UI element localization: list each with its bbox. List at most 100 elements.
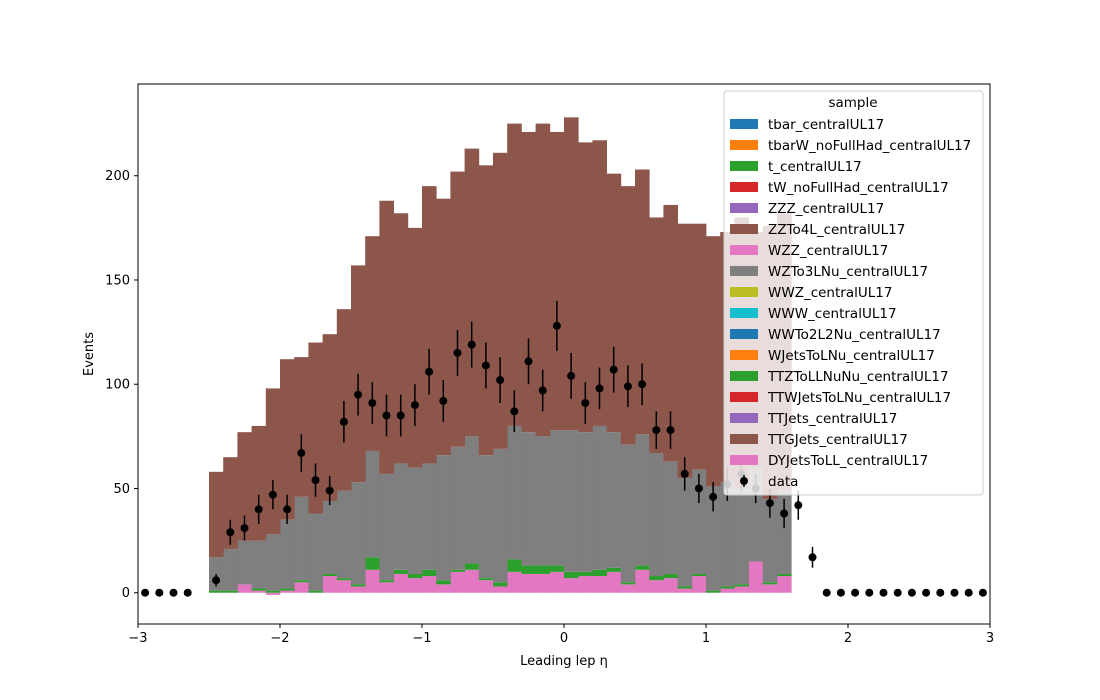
legend-swatch bbox=[730, 119, 758, 129]
data-point bbox=[297, 449, 306, 458]
legend-box bbox=[723, 90, 984, 496]
bar-segment bbox=[251, 540, 267, 589]
bar-segment bbox=[280, 588, 295, 591]
legend-swatch bbox=[730, 224, 758, 234]
bar-segment bbox=[706, 486, 721, 591]
data-point bbox=[922, 588, 931, 597]
bar-segment bbox=[677, 223, 693, 479]
data-point bbox=[893, 588, 902, 597]
bar-segment bbox=[422, 569, 437, 577]
bar-segment bbox=[365, 236, 380, 451]
data-point bbox=[964, 588, 973, 597]
bar-segment bbox=[691, 576, 707, 593]
bar-segment bbox=[507, 571, 522, 593]
bar-segment bbox=[535, 436, 551, 566]
bar-segment bbox=[265, 592, 281, 595]
bar-segment bbox=[294, 496, 309, 581]
bar-segment bbox=[592, 140, 607, 426]
legend-label: TTGJets_centralUL17 bbox=[767, 432, 908, 448]
bar-segment bbox=[606, 567, 622, 572]
bar-segment bbox=[336, 490, 352, 579]
bar-segment bbox=[734, 584, 749, 587]
bar-segment bbox=[620, 582, 636, 585]
data-point bbox=[467, 340, 476, 349]
data-point bbox=[538, 386, 547, 395]
bar-segment bbox=[365, 569, 380, 593]
bar-segment bbox=[294, 357, 309, 497]
bar-segment bbox=[422, 576, 437, 593]
bar-segment bbox=[422, 463, 437, 570]
legend-label: ZZTo4L_centralUL17 bbox=[768, 222, 905, 238]
legend-label: TTZToLLNuNu_centralUL17 bbox=[767, 369, 949, 385]
legend-swatch bbox=[730, 434, 758, 444]
data-point bbox=[283, 505, 292, 514]
data-point bbox=[638, 380, 647, 389]
x-tick-label: 2 bbox=[844, 631, 852, 646]
bar-segment bbox=[578, 432, 593, 572]
legend-label: TTWJetsToLNu_centralUL17 bbox=[767, 390, 951, 406]
data-point bbox=[978, 588, 987, 597]
data-point bbox=[652, 426, 661, 435]
bar-segment bbox=[393, 213, 409, 464]
bar-segment bbox=[677, 478, 693, 587]
bar-segment bbox=[549, 565, 565, 572]
data-point bbox=[581, 398, 590, 407]
bar-segment bbox=[521, 131, 536, 433]
bar-segment bbox=[691, 223, 707, 470]
bar-segment bbox=[478, 455, 494, 579]
bar-segment bbox=[493, 586, 508, 593]
bar-segment bbox=[294, 582, 309, 593]
data-point bbox=[339, 417, 348, 426]
legend-label: ZZZ_centralUL17 bbox=[768, 201, 884, 217]
x-tick-label: 3 bbox=[986, 631, 994, 646]
bar-segment bbox=[478, 578, 494, 581]
bar-segment bbox=[450, 569, 465, 572]
bar-segment bbox=[322, 500, 338, 574]
bar-segment bbox=[237, 584, 252, 593]
data-point bbox=[666, 426, 675, 435]
data-point bbox=[354, 390, 363, 399]
bar-segment bbox=[649, 217, 664, 454]
bar-segment bbox=[308, 590, 323, 593]
bar-segment bbox=[777, 576, 792, 593]
bar-segment bbox=[706, 590, 721, 593]
bar-segment bbox=[507, 559, 522, 572]
bar-segment bbox=[663, 461, 678, 574]
bar-segment bbox=[734, 586, 749, 593]
legend-swatch bbox=[730, 371, 758, 381]
legend-label: DYJetsToLL_centralUL17 bbox=[768, 453, 928, 469]
x-axis-label: Leading lep η bbox=[520, 654, 608, 669]
bar-segment bbox=[762, 584, 778, 593]
legend-swatch bbox=[730, 245, 758, 255]
bar-segment bbox=[336, 580, 352, 593]
bar-segment bbox=[265, 388, 281, 535]
legend-label: WWZ_centralUL17 bbox=[768, 285, 892, 301]
legend-label: tW_noFullHad_centralUL17 bbox=[768, 180, 949, 196]
legend-swatch bbox=[730, 203, 758, 213]
legend-marker bbox=[740, 477, 748, 485]
bar-segment bbox=[265, 534, 281, 591]
bar-segment bbox=[564, 578, 579, 593]
y-tick-label: 100 bbox=[105, 378, 130, 393]
bar-segment bbox=[365, 557, 380, 570]
x-tick-label: −3 bbox=[128, 631, 147, 646]
bar-segment bbox=[663, 204, 678, 462]
data-point bbox=[822, 588, 831, 597]
data-point bbox=[254, 505, 263, 514]
data-point bbox=[851, 588, 860, 597]
bar-segment bbox=[237, 540, 252, 585]
data-point bbox=[382, 411, 391, 420]
legend-swatch bbox=[730, 266, 758, 276]
data-point bbox=[453, 348, 462, 357]
bar-segment bbox=[535, 565, 551, 574]
bar-segment bbox=[720, 482, 735, 587]
bar-segment bbox=[564, 430, 579, 572]
x-tick-label: 0 bbox=[560, 631, 568, 646]
bar-segment bbox=[265, 590, 281, 593]
bar-segment bbox=[336, 578, 352, 581]
data-point bbox=[226, 528, 235, 537]
bar-segment bbox=[478, 580, 494, 593]
legend-label: WZZ_centralUL17 bbox=[768, 243, 888, 259]
legend-swatch bbox=[730, 182, 758, 192]
legend-title: sample bbox=[828, 95, 877, 111]
